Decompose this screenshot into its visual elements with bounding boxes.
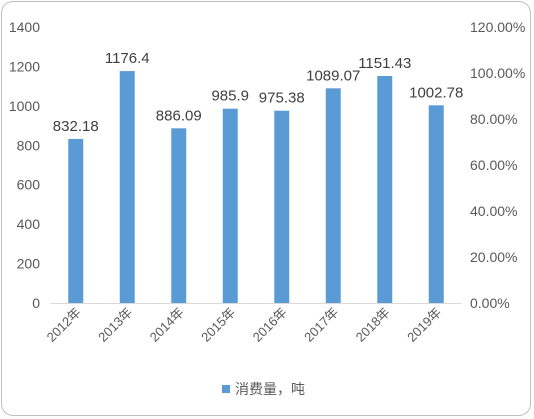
y-tick-label: 600 bbox=[17, 177, 41, 193]
y-tick-label: 800 bbox=[17, 137, 41, 153]
data-label: 985.9 bbox=[211, 88, 249, 105]
y2-tick-label: 100.00% bbox=[470, 65, 525, 81]
x-tick-label: 2012年 bbox=[44, 305, 84, 345]
x-tick-label: 2013年 bbox=[95, 305, 135, 345]
data-label: 1176.4 bbox=[105, 50, 150, 67]
data-label: 975.38 bbox=[259, 90, 305, 107]
data-label: 886.09 bbox=[156, 107, 202, 124]
bar bbox=[119, 71, 135, 303]
legend-label: 消费量，吨 bbox=[235, 381, 305, 397]
bar bbox=[377, 76, 393, 303]
y-axis-left: 0 200 400 600 800 1000 1200 1400 bbox=[9, 19, 40, 311]
data-label: 1002.78 bbox=[409, 84, 463, 101]
x-tick-label: 2019年 bbox=[404, 305, 444, 345]
bar bbox=[222, 108, 238, 303]
y-tick-label: 0 bbox=[32, 295, 40, 311]
x-tick-label: 2017年 bbox=[301, 305, 341, 345]
x-tick-label: 2016年 bbox=[250, 305, 290, 345]
x-tick-label: 2018年 bbox=[353, 305, 393, 345]
data-label: 1089.07 bbox=[306, 67, 360, 84]
bar bbox=[68, 138, 84, 303]
y-tick-label: 200 bbox=[17, 256, 41, 272]
bars bbox=[68, 71, 444, 303]
data-label: 832.18 bbox=[53, 118, 99, 135]
y2-tick-label: 40.00% bbox=[470, 203, 517, 219]
y2-tick-label: 60.00% bbox=[470, 157, 517, 173]
y2-tick-label: 0.00% bbox=[470, 295, 510, 311]
bar bbox=[274, 110, 290, 303]
data-label: 1151.43 bbox=[358, 55, 411, 72]
y2-tick-label: 20.00% bbox=[470, 249, 517, 265]
x-axis: 2012年 2013年 2014年 2015年 2016年 2017年 2018年 2019年 bbox=[44, 305, 445, 345]
y-tick-label: 1400 bbox=[9, 19, 40, 35]
y-tick-label: 400 bbox=[17, 216, 41, 232]
y2-tick-label: 120.00% bbox=[470, 19, 525, 35]
bar bbox=[428, 105, 444, 303]
legend-swatch bbox=[222, 385, 230, 393]
y-tick-label: 1000 bbox=[9, 98, 40, 114]
y-axis-right: 0.00% 20.00% 40.00% 60.00% 80.00% 100.00% 120.… bbox=[470, 19, 525, 311]
bar bbox=[325, 88, 341, 303]
y2-tick-label: 80.00% bbox=[470, 111, 517, 127]
x-tick-label: 2015年 bbox=[198, 305, 238, 345]
x-tick-label: 2014年 bbox=[147, 305, 187, 345]
legend: 消费量，吨 bbox=[222, 381, 305, 397]
bar bbox=[171, 128, 187, 303]
data-labels: 832.18 1176.4 886.09 985.9 975.381089.071151… bbox=[53, 50, 464, 135]
y-tick-label: 1200 bbox=[9, 58, 40, 74]
